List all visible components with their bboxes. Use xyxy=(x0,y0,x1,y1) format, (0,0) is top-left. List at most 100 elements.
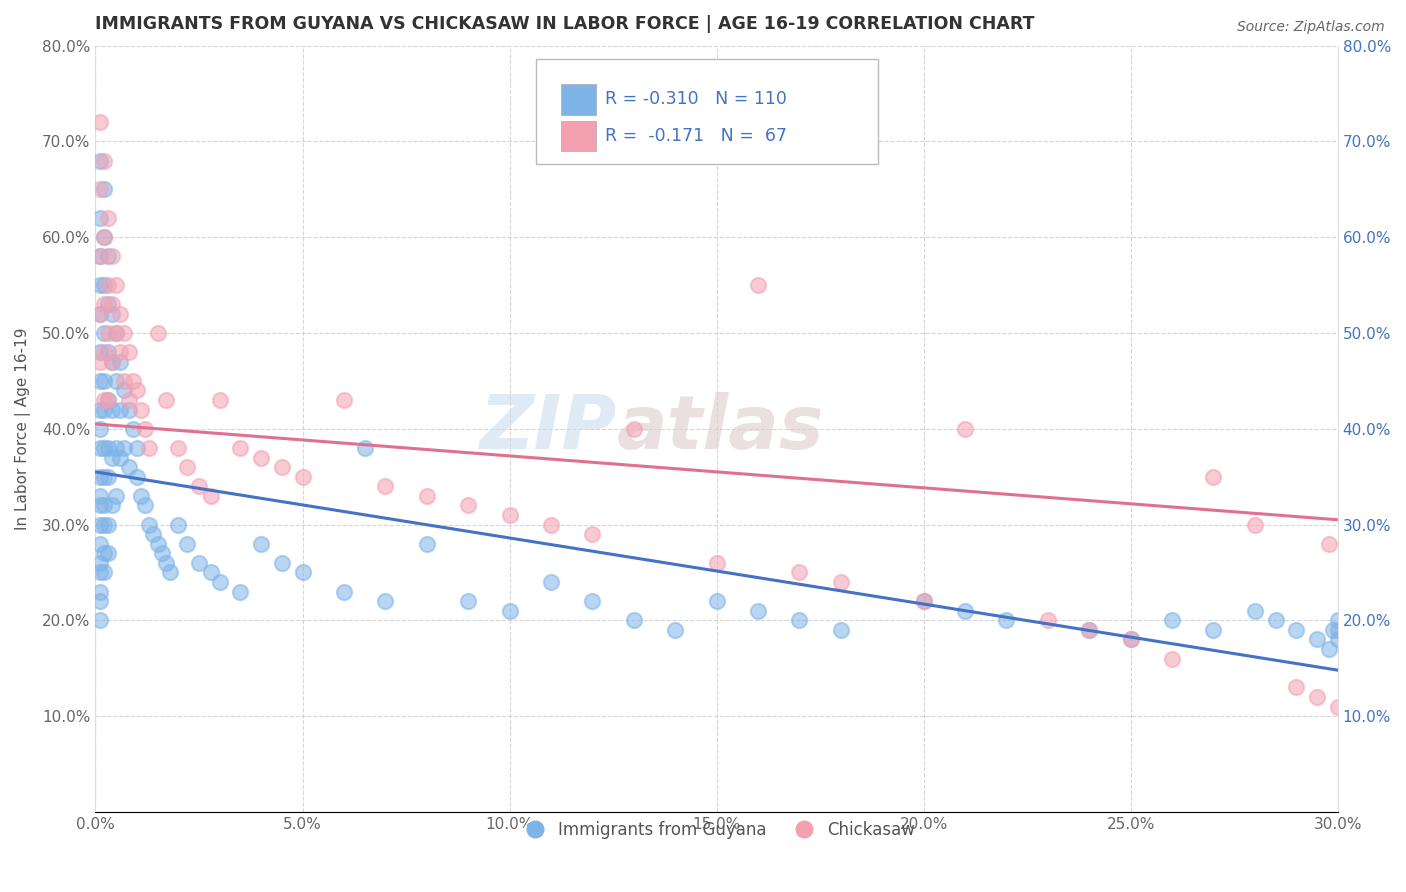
Point xyxy=(93,278,115,293)
Point xyxy=(188,556,211,570)
Point xyxy=(89,613,111,627)
Point xyxy=(105,374,128,388)
Point xyxy=(93,517,115,532)
Point xyxy=(89,556,111,570)
Point xyxy=(89,182,111,196)
Point xyxy=(93,326,115,340)
Point xyxy=(97,278,120,293)
Point xyxy=(110,402,132,417)
Point xyxy=(117,345,139,359)
Point xyxy=(1326,623,1348,637)
Point xyxy=(89,307,111,321)
Point xyxy=(706,594,728,608)
Point xyxy=(623,613,645,627)
Point xyxy=(1243,604,1265,618)
Point xyxy=(1326,632,1348,647)
Point xyxy=(581,594,603,608)
Point xyxy=(138,441,160,455)
Point xyxy=(208,574,231,589)
Point xyxy=(250,450,273,465)
Point xyxy=(93,402,115,417)
Point xyxy=(789,613,811,627)
Point xyxy=(374,479,396,493)
Point xyxy=(142,527,165,541)
Point xyxy=(89,345,111,359)
Point xyxy=(89,422,111,436)
Point xyxy=(114,374,136,388)
FancyBboxPatch shape xyxy=(561,120,596,152)
Point xyxy=(105,326,128,340)
Point xyxy=(101,307,124,321)
Y-axis label: In Labor Force | Age 16-19: In Labor Force | Age 16-19 xyxy=(15,327,31,530)
Point xyxy=(89,153,111,168)
Point xyxy=(457,499,479,513)
Point xyxy=(110,355,132,369)
Point xyxy=(93,469,115,483)
Point xyxy=(93,182,115,196)
Point xyxy=(97,441,120,455)
Point xyxy=(1161,613,1184,627)
Point xyxy=(89,489,111,503)
Point xyxy=(789,566,811,580)
Point xyxy=(1036,613,1059,627)
Point xyxy=(125,384,148,398)
Point xyxy=(97,211,120,225)
Text: R = -0.310   N = 110: R = -0.310 N = 110 xyxy=(605,90,786,108)
Point xyxy=(89,355,111,369)
Point xyxy=(114,326,136,340)
Point xyxy=(208,392,231,407)
Point xyxy=(138,517,160,532)
Text: Source: ZipAtlas.com: Source: ZipAtlas.com xyxy=(1237,20,1385,34)
Point xyxy=(830,574,852,589)
Point xyxy=(93,499,115,513)
Point xyxy=(250,537,273,551)
Point xyxy=(498,604,520,618)
Point xyxy=(89,594,111,608)
Point xyxy=(1326,699,1348,714)
Point xyxy=(129,402,152,417)
Point xyxy=(623,422,645,436)
Point xyxy=(1078,623,1101,637)
Point xyxy=(101,355,124,369)
Legend: Immigrants from Guyana, Chickasaw: Immigrants from Guyana, Chickasaw xyxy=(512,814,921,846)
Point xyxy=(97,326,120,340)
Point xyxy=(1347,709,1369,723)
Point xyxy=(93,546,115,560)
Point xyxy=(89,249,111,263)
Point xyxy=(1285,681,1308,695)
Point xyxy=(1202,623,1225,637)
Point xyxy=(93,566,115,580)
Point xyxy=(97,469,120,483)
Point xyxy=(1317,537,1340,551)
Point xyxy=(125,441,148,455)
Point xyxy=(229,584,252,599)
Point xyxy=(101,450,124,465)
Point xyxy=(167,441,190,455)
Point xyxy=(176,460,198,475)
Point xyxy=(953,422,976,436)
Point xyxy=(134,422,156,436)
Point xyxy=(93,230,115,244)
Point xyxy=(134,499,156,513)
Point xyxy=(89,402,111,417)
Point xyxy=(110,450,132,465)
Point xyxy=(97,345,120,359)
Point xyxy=(200,489,222,503)
Point xyxy=(333,584,356,599)
Point xyxy=(93,153,115,168)
Point xyxy=(101,402,124,417)
Point xyxy=(188,479,211,493)
Point xyxy=(159,566,181,580)
Point xyxy=(374,594,396,608)
Point xyxy=(1334,709,1357,723)
Point xyxy=(117,392,139,407)
Point xyxy=(105,441,128,455)
Point xyxy=(1339,642,1361,657)
Point xyxy=(93,297,115,311)
Point xyxy=(229,441,252,455)
Point xyxy=(953,604,976,618)
Point xyxy=(457,594,479,608)
Point xyxy=(114,384,136,398)
Point xyxy=(110,307,132,321)
Point xyxy=(93,230,115,244)
